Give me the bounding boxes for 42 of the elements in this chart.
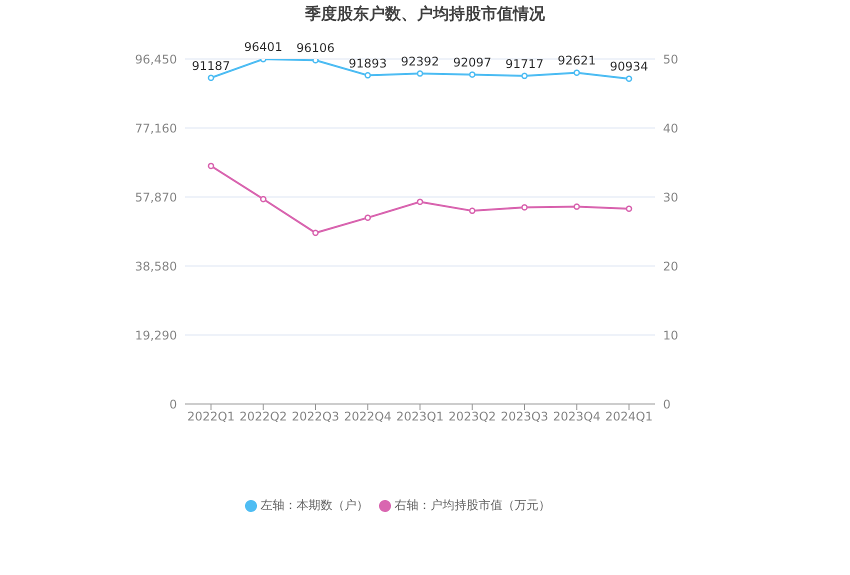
point xyxy=(521,204,528,211)
y2-tick-label: 0 xyxy=(663,397,671,412)
point xyxy=(260,196,266,202)
point xyxy=(469,208,476,214)
y2-tick-label: 50 xyxy=(663,52,678,66)
x-tick-label: 2024Q1 xyxy=(605,410,653,424)
data-label: 92621 xyxy=(558,54,596,68)
y-tick-label: 96,450 xyxy=(135,52,177,66)
point xyxy=(364,214,371,221)
data-label: 91893 xyxy=(348,56,387,70)
x-tick-label: 2022Q4 xyxy=(344,410,392,424)
y2-tick-label: 30 xyxy=(663,190,678,204)
chart-title: 季度股东户数、户均持股市值情况 xyxy=(304,4,546,25)
x-tick-label: 2023Q3 xyxy=(500,410,548,424)
y-tick-label: 38,580 xyxy=(135,259,177,274)
data-label: 96106 xyxy=(296,41,335,56)
data-label: 92097 xyxy=(453,56,492,70)
legend-label: 右轴：户均持股市值（万元） xyxy=(394,498,550,512)
x-tick-label: 2023Q4 xyxy=(552,410,601,424)
x-tick-label: 2023Q1 xyxy=(396,410,444,424)
y-tick-label: 77,160 xyxy=(135,121,177,136)
data-label: 96401 xyxy=(244,40,282,54)
data-label: 91187 xyxy=(192,58,230,73)
y2-tick-label: 40 xyxy=(663,121,678,136)
x-tick-label: 2022Q1 xyxy=(187,410,235,424)
y2-tick-label: 10 xyxy=(663,328,678,342)
point xyxy=(626,205,632,212)
data-label: 91717 xyxy=(505,56,544,71)
x-tick-label: 2022Q3 xyxy=(292,410,340,424)
point xyxy=(208,162,214,170)
y2-tick-label: 20 xyxy=(663,259,678,274)
x-tick-label: 2022Q2 xyxy=(239,410,288,424)
legend-label: 左轴：本期数（户） xyxy=(260,498,368,512)
data-label: 90934 xyxy=(610,60,648,74)
point xyxy=(312,230,319,236)
y-tick-label: 57,870 xyxy=(135,190,177,204)
y-tick-label: 19,290 xyxy=(135,328,177,342)
y-tick-label: 0 xyxy=(169,397,177,412)
x-tick-label: 2023Q2 xyxy=(448,410,496,424)
data-label: 92392 xyxy=(400,54,440,69)
point xyxy=(416,198,424,206)
point xyxy=(574,203,580,210)
